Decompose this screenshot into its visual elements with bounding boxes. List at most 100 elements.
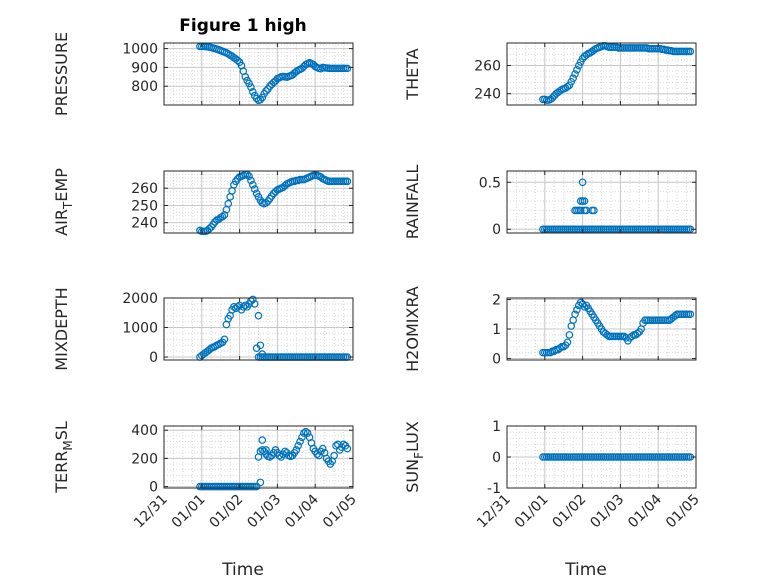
data-point [224,199,233,208]
x-tick-label: 01/01 [169,492,209,532]
y-axis-label: SUNFLUX [403,421,426,493]
figure-title: Figure 1 high [179,16,307,36]
data-point [590,206,598,215]
data-point [298,433,306,442]
data-point [235,301,244,310]
data-point [241,73,250,81]
axes-box [506,42,697,106]
data-point [252,482,261,491]
y-axis-label: MIXDEPTH [52,287,71,370]
data-point [563,82,572,91]
data-point [250,300,259,308]
y-tick-label: 800 [131,79,158,95]
y-tick-label: 0.5 [479,175,501,191]
data-point [218,212,227,221]
data-point [582,51,591,59]
grid-lines [163,170,354,234]
data-point [249,88,257,96]
y-tick-label: 200 [131,451,158,467]
y-tick-label: 400 [131,423,158,439]
data-point [249,295,257,304]
data-point [250,185,259,193]
data-point [318,444,327,453]
data-point [556,344,564,352]
data-point [576,206,585,215]
data-point [573,65,581,74]
data-point [245,172,253,180]
data-point [239,303,248,311]
data-point [580,197,589,205]
data-point [343,177,352,186]
data-point [205,345,214,354]
axes-box [163,297,354,361]
data-series [539,453,695,461]
data-point [256,341,265,350]
data-point [633,329,642,338]
y-tick-label: 1 [492,419,501,435]
data-series [539,298,695,357]
data-point [565,331,574,339]
x-tick-label: 01/02 [207,492,247,532]
data-point [252,94,261,103]
x-tick-label: 01/01 [512,492,552,532]
x-tick-label: 01/03 [587,492,627,532]
data-series [196,427,352,491]
subplot-mixdepth: 0 1000 2000 MIXDEPTH [52,287,354,371]
y-axis-label: PRESSURE [52,32,71,116]
data-point [205,224,214,233]
y-axis-label: RAINFALL [403,165,422,240]
y-tick-label: 240 [131,216,158,232]
y-tick-label: 0 [149,350,158,366]
x-tick-label: 01/04 [282,491,322,531]
data-point [573,306,581,314]
x-tick-label: 12/31 [131,492,171,532]
data-point [569,74,577,83]
y-tick-label: 0 [492,352,501,368]
x-tick-label: 01/03 [244,492,284,532]
data-point [339,440,348,449]
data-point [269,78,278,87]
data-point [220,335,229,344]
y-tick-label: 260 [474,59,501,75]
data-point [256,478,265,487]
y-tick-label: 260 [131,181,158,197]
data-point [233,56,242,65]
data-point [254,311,263,320]
data-series [196,170,352,236]
data-point [241,301,250,310]
data-series [539,178,695,234]
axes-box [163,170,354,234]
data-point [262,446,270,454]
y-axis-label: THETA [403,48,422,100]
data-series [196,42,352,105]
grid-lines [506,42,697,106]
data-point [247,176,255,185]
data-point [256,95,265,104]
data-point [550,347,559,355]
data-point [258,350,267,358]
subplot-rainfall: 0 0.5 RAINFALL [403,165,697,240]
data-point [292,67,301,76]
data-point [627,332,636,341]
data-point [559,342,568,351]
data-point [301,427,310,436]
x-axis-label-left: Time [221,560,264,580]
y-tick-label: 0 [149,480,158,496]
data-point [266,453,274,461]
y-axis-label: TERRMSL [52,421,75,494]
data-point [548,94,557,102]
data-point [249,180,257,189]
y-axis-label: H2OMIXRA [403,286,422,372]
y-tick-label: 2 [492,292,501,308]
data-point [300,429,308,437]
data-point [343,444,352,453]
data-point [343,64,352,73]
data-point [281,447,289,456]
data-point [563,338,572,347]
data-point [258,446,267,454]
data-point [247,83,255,91]
data-point [546,348,555,357]
x-tick-label: 01/05 [320,492,360,532]
y-tick-label: 2000 [122,291,158,307]
